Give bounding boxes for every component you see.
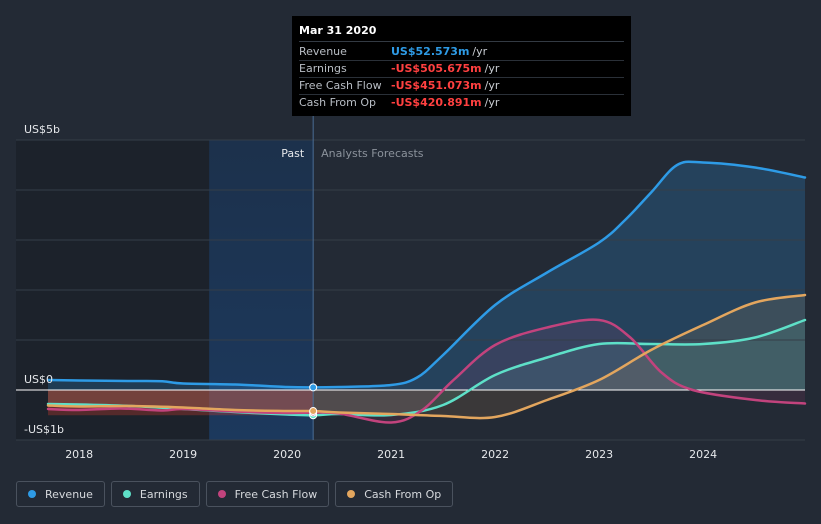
x-tick-label: 2023: [585, 448, 613, 461]
x-tick-label: 2021: [377, 448, 405, 461]
legend-item-free-cash-flow[interactable]: Free Cash Flow: [205, 481, 330, 507]
past-label: Past: [281, 147, 305, 160]
x-tick-label: 2019: [169, 448, 197, 461]
tooltip-row-cash-from-op: Cash From Op -US$420.891m /yr: [299, 95, 624, 111]
x-tick-label: 2020: [273, 448, 301, 461]
tooltip-value: -US$505.675m: [391, 62, 482, 75]
y-tick-label: -US$1b: [24, 423, 64, 436]
legend-label: Cash From Op: [364, 487, 442, 501]
legend-label: Earnings: [139, 487, 188, 501]
legend-item-cash-from-op[interactable]: Cash From Op: [335, 481, 454, 507]
tooltip-label: Revenue: [299, 45, 347, 58]
tooltip: Mar 31 2020 Revenue US$52.573m /yr Earni…: [292, 16, 631, 116]
tooltip-label: Cash From Op: [299, 96, 377, 109]
series-area-revenue: [48, 161, 805, 390]
y-tick-label: US$5b: [24, 123, 60, 136]
tooltip-unit: /yr: [484, 96, 500, 109]
tooltip-unit: /yr: [472, 45, 488, 58]
y-tick-label: US$0: [24, 373, 53, 386]
tooltip-value: US$52.573m: [391, 45, 470, 58]
legend-label: Revenue: [45, 487, 93, 501]
series-line-revenue: [46, 160, 807, 389]
series-area-cash-from-op: [48, 295, 805, 419]
x-tick-label: 2024: [689, 448, 717, 461]
tooltip-value: -US$451.073m: [391, 79, 482, 92]
tooltip-label: Earnings: [299, 62, 347, 75]
legend-dot-icon: [347, 490, 356, 498]
point-cash-from-op: [309, 407, 318, 416]
legend-item-earnings[interactable]: Earnings: [110, 481, 200, 507]
legend-dot-icon: [122, 490, 131, 498]
forecast-label: Analysts Forecasts: [321, 147, 424, 160]
legend-dot-icon: [28, 490, 36, 498]
legend-dot-icon: [217, 490, 226, 498]
tooltip-row-revenue: Revenue US$52.573m /yr: [299, 44, 624, 61]
legend-label: Free Cash Flow: [234, 487, 318, 501]
legend-item-revenue[interactable]: Revenue: [16, 481, 105, 507]
series-line-cash-from-op: [46, 293, 807, 420]
point-revenue: [309, 383, 318, 392]
legend: Revenue Earnings Free Cash Flow Cash Fro…: [16, 481, 454, 507]
tooltip-value: -US$420.891m: [391, 96, 482, 109]
tooltip-unit: /yr: [484, 79, 500, 92]
tooltip-row-earnings: Earnings -US$505.675m /yr: [299, 61, 624, 78]
series-line-free-cash-flow: [46, 318, 807, 424]
tooltip-unit: /yr: [484, 62, 500, 75]
x-tick-label: 2022: [481, 448, 509, 461]
x-tick-label: 2018: [65, 448, 93, 461]
tooltip-label: Free Cash Flow: [299, 79, 382, 92]
series-area-free-cash-flow: [48, 319, 805, 423]
tooltip-title: Mar 31 2020: [299, 24, 624, 42]
tooltip-row-free-cash-flow: Free Cash Flow -US$451.073m /yr: [299, 78, 624, 95]
